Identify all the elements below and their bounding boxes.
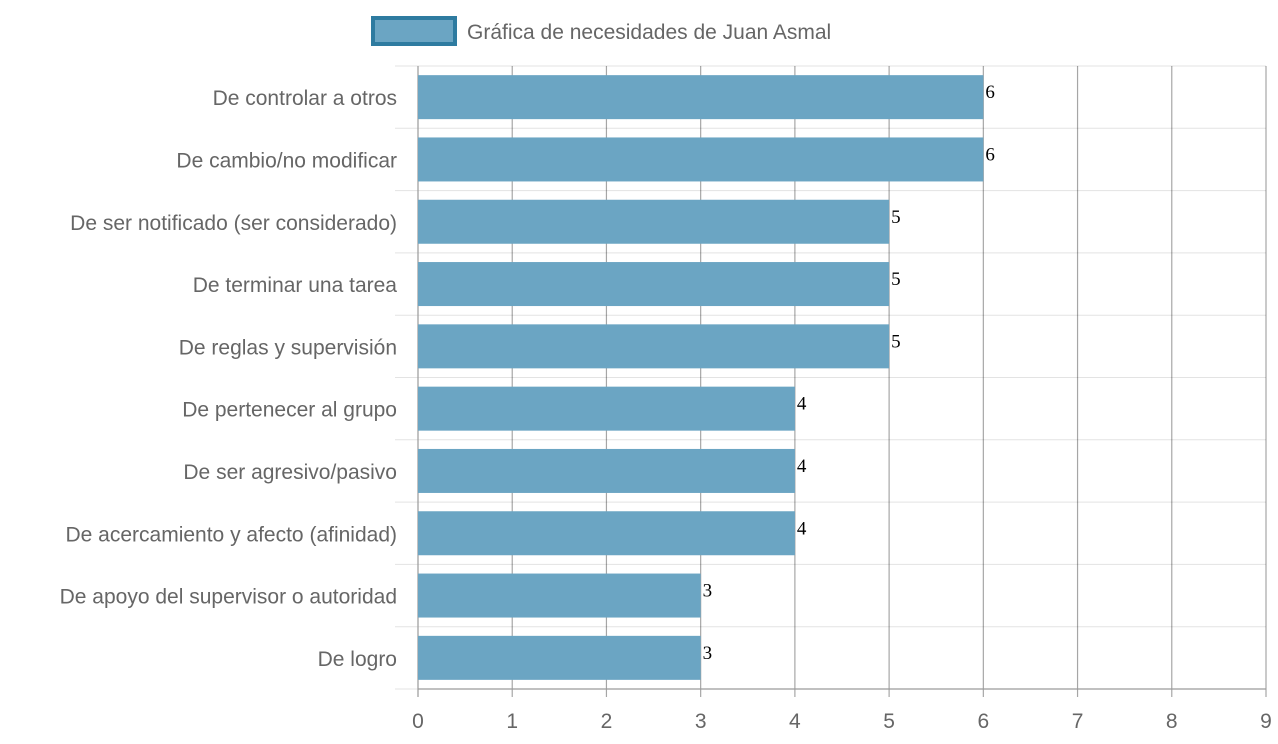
bar [418, 573, 701, 618]
data-label: 6 [985, 82, 995, 103]
data-label: 5 [891, 269, 901, 290]
x-tick-label: 4 [789, 710, 801, 733]
legend-label[interactable]: Gráfica de necesidades de Juan Asmal [467, 21, 831, 44]
data-label: 4 [797, 518, 807, 539]
bar [418, 137, 984, 182]
category-label: De cambio/no modificar [176, 149, 397, 172]
category-labels: De controlar a otros De cambio/no modific… [60, 87, 398, 671]
bar [418, 199, 890, 244]
x-tick-label: 6 [977, 710, 989, 733]
x-tick-label: 0 [412, 710, 424, 733]
category-label: De terminar una tarea [193, 274, 398, 297]
bar [418, 511, 795, 556]
bar [418, 262, 890, 307]
data-label: 6 [985, 144, 995, 165]
category-label: De reglas y supervisión [179, 336, 397, 359]
category-label: De ser notificado (ser considerado) [70, 212, 397, 235]
data-label: 4 [797, 456, 807, 477]
data-labels: 6 6 5 5 5 4 4 4 3 3 [703, 82, 995, 664]
category-label: De logro [318, 648, 397, 671]
x-tick-label: 5 [883, 710, 895, 733]
bar [418, 635, 701, 680]
category-label: De pertenecer al grupo [182, 399, 397, 422]
category-label: De apoyo del supervisor o autoridad [60, 586, 397, 609]
category-label: De ser agresivo/pasivo [183, 461, 397, 484]
legend[interactable]: Gráfica de necesidades de Juan Asmal [371, 16, 831, 46]
data-label: 4 [797, 394, 807, 415]
x-tick-label: 3 [695, 710, 707, 733]
bar [418, 324, 890, 369]
category-label: De controlar a otros [213, 87, 397, 110]
x-tick-label: 7 [1072, 710, 1084, 733]
bar [418, 386, 795, 431]
x-tick-label: 9 [1260, 710, 1272, 733]
x-tick-labels: 0 1 2 3 4 5 6 7 8 9 [412, 710, 1272, 733]
bar [418, 75, 984, 120]
data-label: 5 [891, 207, 901, 228]
data-label: 3 [703, 643, 713, 664]
x-tick-label: 8 [1166, 710, 1178, 733]
bars [418, 75, 984, 680]
legend-swatch[interactable] [371, 16, 457, 46]
x-tick-label: 2 [601, 710, 613, 733]
x-tick-label: 1 [506, 710, 518, 733]
category-label: De acercamiento y afecto (afinidad) [66, 523, 398, 546]
bar [418, 448, 795, 493]
data-label: 3 [703, 581, 713, 602]
data-label: 5 [891, 331, 901, 352]
